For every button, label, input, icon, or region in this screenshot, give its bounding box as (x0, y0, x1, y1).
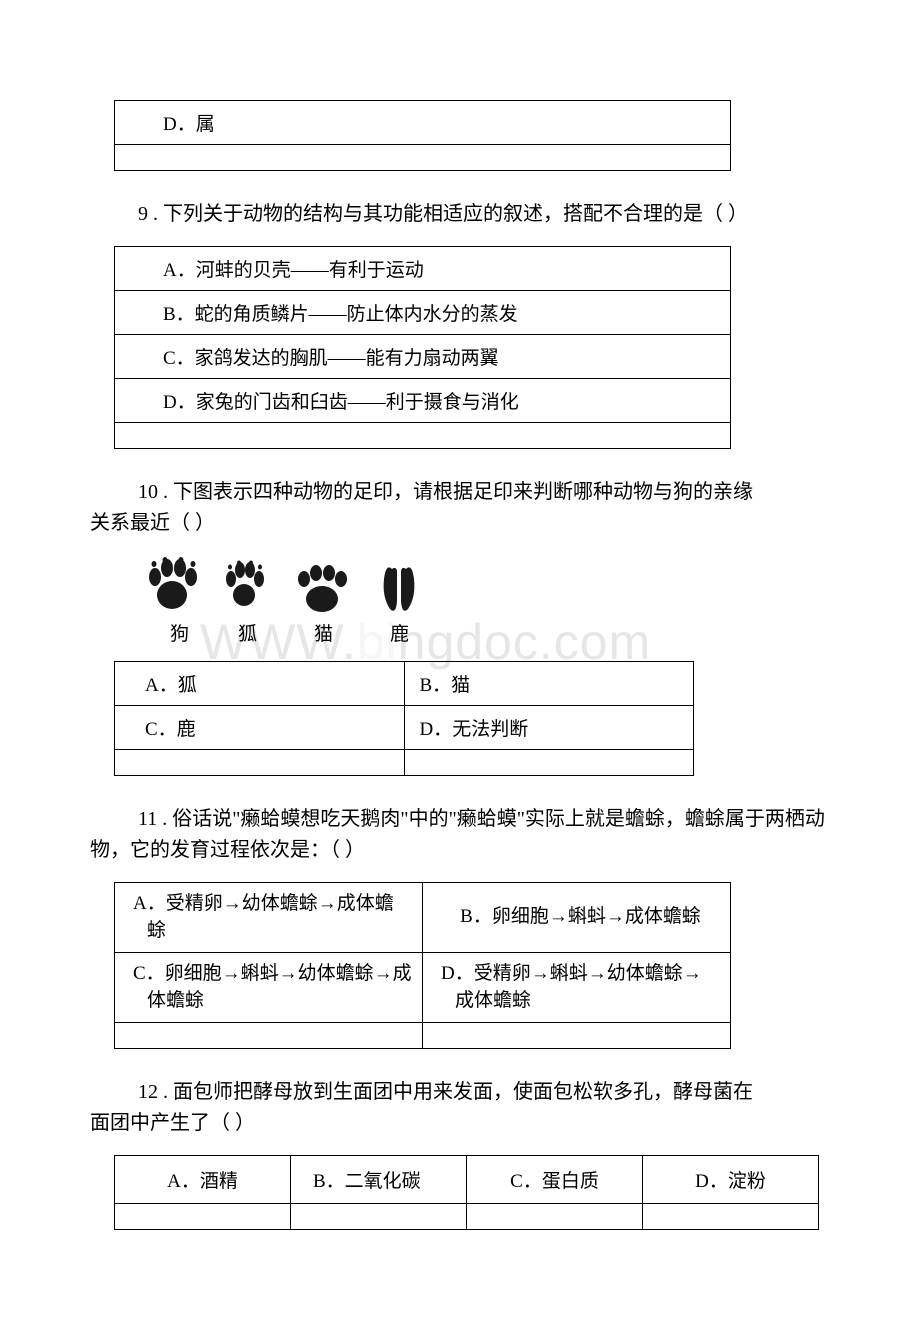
q10-option-d: D．无法判断 (404, 706, 694, 750)
q11-option-a: A．受精卵→幼体蟾蜍→成体蟾蜍 (115, 883, 423, 953)
q9-option-b: B．蛇的角质鳞片——防止体内水分的蒸发 (115, 291, 731, 335)
q12-empty-4 (643, 1204, 819, 1230)
label-fox: 狐 (238, 623, 257, 645)
q10-option-c: C．鹿 (115, 706, 405, 750)
q10-text: 10 . 下图表示四种动物的足印，请根据足印来判断哪种动物与狗的亲缘关系最近（ … (90, 477, 830, 539)
q12-option-d: D．淀粉 (643, 1156, 819, 1204)
q12-option-b: B．二氧化碳 (291, 1156, 467, 1204)
q12-option-a: A．酒精 (115, 1156, 291, 1204)
q10-option-b: B．猫 (404, 662, 694, 706)
q11-option-b: B．卵细胞→蝌蚪→成体蟾蜍 (423, 883, 731, 953)
q9-option-d: D．家兔的门齿和臼齿——利于摄食与消化 (115, 379, 731, 423)
q11-option-d: D．受精卵→蝌蚪→幼体蟾蜍→成体蟾蜍 (423, 953, 731, 1023)
q8-options-table: D．属 (114, 100, 731, 171)
q11-empty-1 (115, 1023, 423, 1049)
q8-empty-cell (115, 145, 731, 171)
label-dog: 狗 (170, 623, 189, 645)
q12-empty-1 (115, 1204, 291, 1230)
q10-option-a: A．狐 (115, 662, 405, 706)
q9-option-c: C．家鸽发达的胸肌——能有力扇动两翼 (115, 335, 731, 379)
q8-option-d: D．属 (115, 101, 731, 145)
q12-options-table: A．酒精 B．二氧化碳 C．蛋白质 D．淀粉 (114, 1155, 819, 1230)
q9-options-table: A．河蚌的贝壳——有利于运动 B．蛇的角质鳞片——防止体内水分的蒸发 C．家鸽发… (114, 246, 731, 449)
q10-options-table: A．狐 B．猫 C．鹿 D．无法判断 (114, 661, 694, 776)
q12-option-c: C．蛋白质 (467, 1156, 643, 1204)
q12-text: 12 . 面包师把酵母放到生面团中用来发面，使面包松软多孔，酵母菌在面团中产生了… (90, 1077, 830, 1139)
q11-option-c: C．卵细胞→蝌蚪→幼体蟾蜍→成体蟾蜍 (115, 953, 423, 1023)
q11-empty-2 (423, 1023, 731, 1049)
q12-empty-2 (291, 1204, 467, 1230)
label-cat: 猫 (314, 623, 333, 645)
footprints-image: 狗 狐 猫 鹿 (138, 555, 830, 655)
q10-empty-1 (115, 750, 405, 776)
q10-empty-2 (404, 750, 694, 776)
q11-text: 11 . 俗话说"癞蛤蟆想吃天鹅肉"中的"癞蛤蟆"实际上就是蟾蜍，蟾蜍属于两栖动… (90, 804, 830, 866)
q9-option-a: A．河蚌的贝壳——有利于运动 (115, 247, 731, 291)
q9-empty-cell (115, 423, 731, 449)
q11-options-table: A．受精卵→幼体蟾蜍→成体蟾蜍 B．卵细胞→蝌蚪→成体蟾蜍 C．卵细胞→蝌蚪→幼… (114, 882, 731, 1049)
q9-text: 9 . 下列关于动物的结构与其功能相适应的叙述，搭配不合理的是（ ） (90, 199, 830, 230)
label-deer: 鹿 (390, 623, 409, 645)
q12-empty-3 (467, 1204, 643, 1230)
